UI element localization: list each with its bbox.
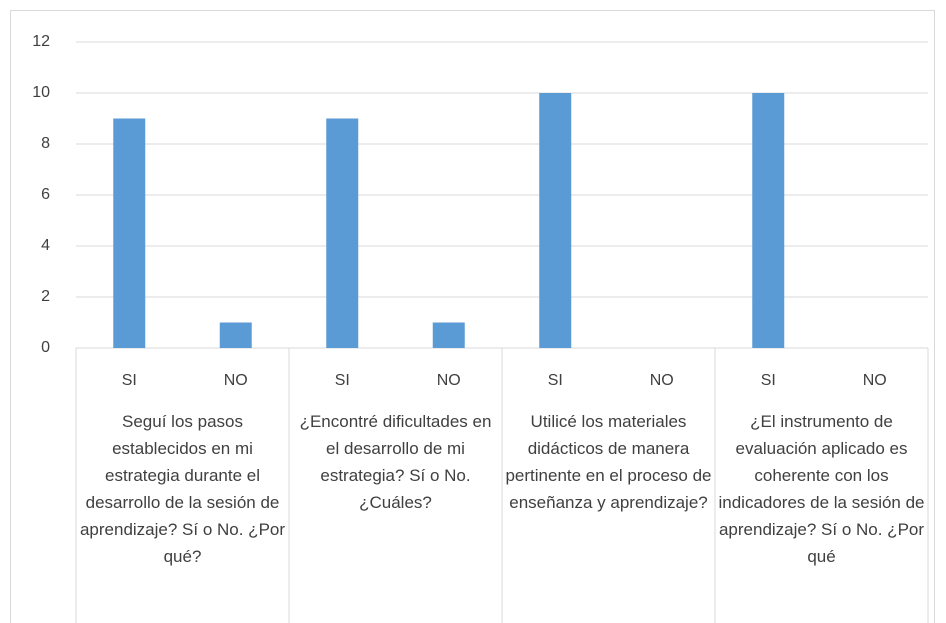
y-tick-label: 10 bbox=[32, 84, 50, 101]
y-tick-label: 0 bbox=[41, 339, 50, 356]
bar bbox=[326, 118, 359, 348]
x-tick-label: SI bbox=[122, 372, 137, 389]
bar bbox=[752, 93, 785, 348]
x-tick-label: NO bbox=[863, 372, 887, 389]
y-tick-label: 8 bbox=[41, 135, 50, 152]
group-label: Utilicé los materiales didácticos de man… bbox=[505, 412, 712, 512]
group-label: ¿Encontré dificultades en el desarrollo … bbox=[299, 412, 492, 512]
x-tick-label: NO bbox=[650, 372, 674, 389]
bar bbox=[539, 93, 572, 348]
y-tick-label: 6 bbox=[41, 186, 50, 203]
group-label: ¿El instrumento de evaluación aplicado e… bbox=[718, 412, 925, 566]
x-tick-label: NO bbox=[224, 372, 248, 389]
chart-border bbox=[10, 10, 935, 623]
bar bbox=[219, 322, 252, 348]
x-tick-label: SI bbox=[548, 372, 563, 389]
y-tick-label: 4 bbox=[41, 237, 50, 254]
group-label: Seguí los pasos establecidos en mi estra… bbox=[79, 412, 286, 566]
y-tick-label: 2 bbox=[41, 288, 50, 305]
y-tick-label: 12 bbox=[32, 33, 50, 50]
x-tick-label: SI bbox=[335, 372, 350, 389]
x-tick-label: SI bbox=[761, 372, 776, 389]
bar bbox=[432, 322, 465, 348]
bar bbox=[113, 118, 146, 348]
x-tick-label: NO bbox=[437, 372, 461, 389]
